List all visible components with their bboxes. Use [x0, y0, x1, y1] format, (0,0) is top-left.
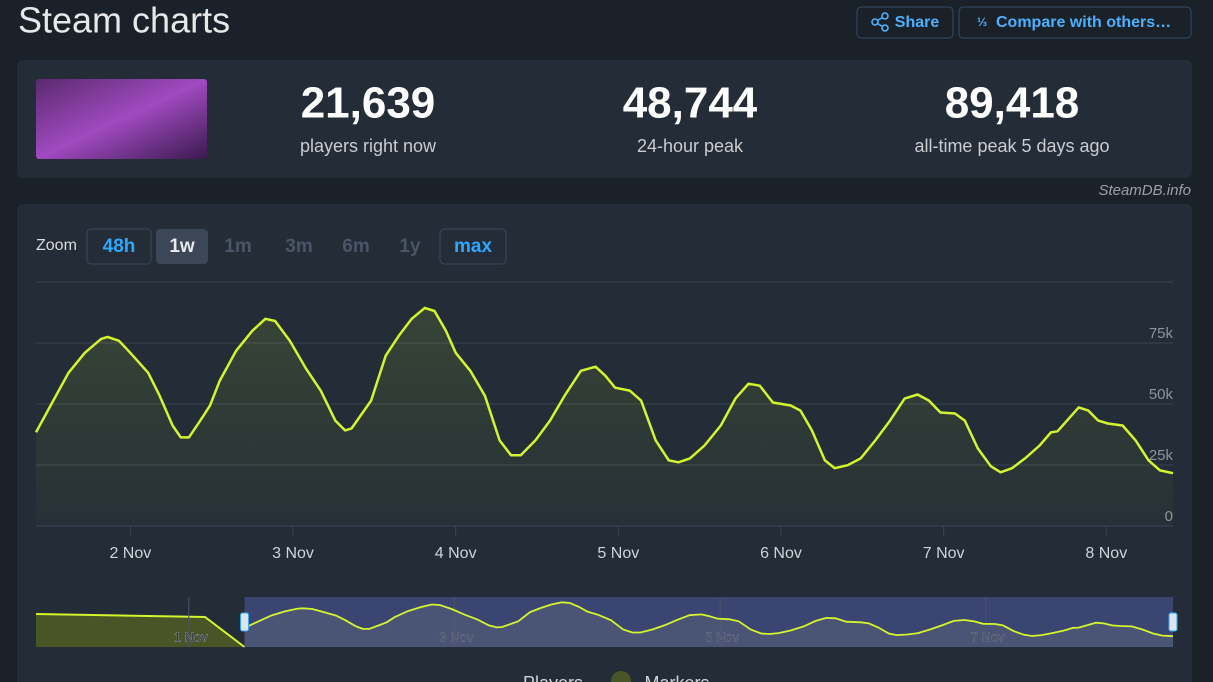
zoom-button[interactable]: [439, 228, 507, 265]
share-button[interactable]: [856, 6, 954, 39]
navigator-history: [36, 614, 245, 647]
x-tick-label: 4 Nov: [435, 545, 477, 562]
compare-button[interactable]: [958, 6, 1192, 39]
game-image: [36, 79, 207, 159]
compare-icon: ⅓: [977, 15, 987, 29]
zoom-label: Zoom: [36, 237, 77, 254]
x-tick-label: 7 Nov: [923, 545, 965, 562]
zoom-option: 3m: [285, 236, 312, 257]
source-label: SteamDB.info: [1098, 182, 1191, 199]
zoom-option: 6m: [342, 236, 369, 257]
stat-label: all-time peak 5 days ago: [914, 136, 1109, 156]
stat-label: players right now: [300, 136, 437, 156]
x-tick-label: 3 Nov: [272, 545, 314, 562]
legend-label[interactable]: Markers: [644, 673, 709, 682]
share-icon: [871, 12, 889, 32]
navigator-history-line: [35, 613, 246, 648]
zoom-option: 1y: [399, 236, 421, 257]
zoom-option: 1m: [224, 236, 251, 257]
x-tick-label: 2 Nov: [109, 545, 151, 562]
x-tick-label: 6 Nov: [760, 545, 802, 562]
share-label[interactable]: Share: [895, 14, 940, 31]
legend-label[interactable]: Players: [523, 673, 583, 682]
line: [34, 306, 1174, 475]
zoom-button[interactable]: [156, 229, 208, 264]
zoom-option[interactable]: 48h: [103, 236, 136, 257]
stat-value: 21,639: [301, 79, 436, 128]
legend-marker: [611, 671, 631, 682]
zoom-button[interactable]: [86, 228, 152, 265]
stats-card: [17, 60, 1192, 178]
zoom-option[interactable]: 1w: [169, 236, 195, 257]
y-tick-label: 25k: [1149, 447, 1174, 464]
y-tick-label: 50k: [1149, 386, 1174, 403]
x-tick-label: 8 Nov: [1085, 545, 1127, 562]
stat-label: 24-hour peak: [637, 136, 744, 156]
page-title: Steam charts: [18, 0, 230, 41]
compare-label[interactable]: Compare with others…: [996, 14, 1171, 31]
area: [36, 307, 1173, 526]
navigator-handle[interactable]: [240, 612, 250, 632]
x-tick-label: 5 Nov: [597, 545, 639, 562]
navigator-area: [244, 602, 1173, 647]
stat-value: 89,418: [945, 79, 1080, 128]
navigator-label: 1 Nov: [174, 629, 208, 644]
y-tick-label: 75k: [1149, 325, 1174, 342]
zoom-option[interactable]: max: [454, 236, 492, 257]
navigator-handle[interactable]: [1168, 612, 1178, 632]
navigator-line: [244, 601, 1174, 638]
stat-value: 48,744: [623, 79, 758, 128]
